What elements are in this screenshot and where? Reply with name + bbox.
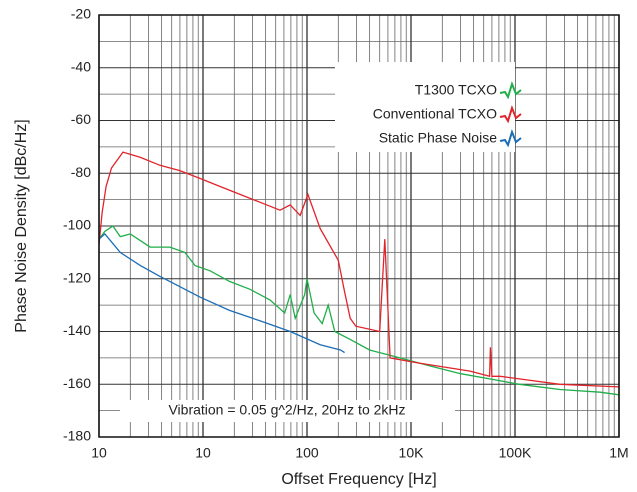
- legend-box: [335, 62, 515, 152]
- annotation: Vibration = 0.05 g^2/Hz, 20Hz to 2kHz: [168, 402, 405, 418]
- y-tick-label: -60: [71, 111, 91, 127]
- y-tick-label: -100: [63, 217, 91, 233]
- plot-frame: [98, 14, 620, 438]
- legend-swatch: [499, 104, 522, 124]
- legend-swatch: [499, 128, 522, 148]
- x-tick-label: 1M: [609, 445, 628, 461]
- y-tick-label: -80: [71, 164, 91, 180]
- legend-swatch: [499, 80, 522, 100]
- y-axis-title: Phase Noise Density [dBc/Hz]: [13, 119, 30, 332]
- x-axis-title: Offset Frequency [Hz]: [281, 471, 436, 488]
- annotation-box: [120, 400, 455, 422]
- series-line: [98, 151, 620, 388]
- x-tick-label: 10: [195, 445, 211, 461]
- y-tick-label: -180: [63, 428, 91, 444]
- y-tick-label: -160: [63, 375, 91, 391]
- x-tick-label: 10: [91, 445, 107, 461]
- series-line: [98, 225, 620, 396]
- y-tick-label: -20: [71, 6, 91, 22]
- y-tick-label: -140: [63, 322, 91, 338]
- x-tick-label: 10K: [399, 445, 425, 461]
- legend-label: Conventional TCXO: [373, 106, 497, 122]
- y-tick-label: -40: [71, 58, 91, 74]
- x-tick-label: 100K: [499, 445, 532, 461]
- legend-label: T1300 TCXO: [415, 82, 497, 98]
- y-tick-label: -120: [63, 269, 91, 285]
- x-tick-label: 100: [295, 445, 319, 461]
- legend-label: Static Phase Noise: [379, 130, 497, 146]
- series-line: [98, 232, 345, 354]
